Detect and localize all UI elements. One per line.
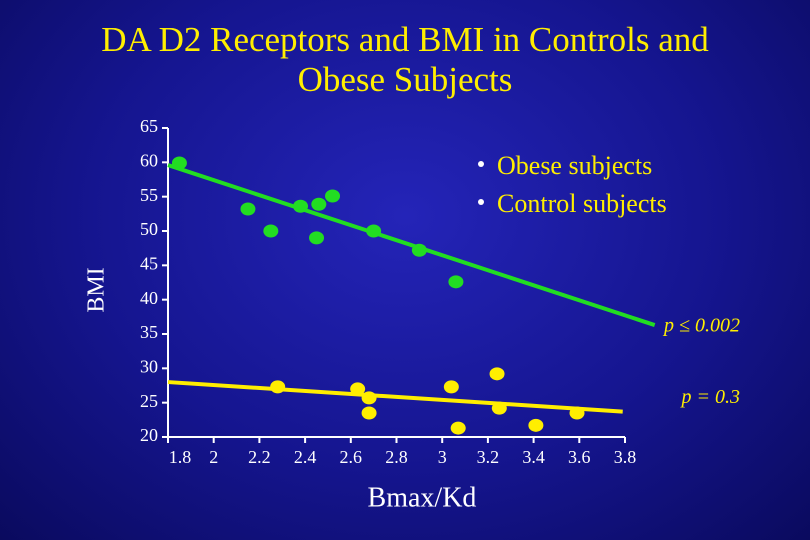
point [361,391,377,405]
point [528,418,544,432]
fit-annotation: p = 0.3 [680,386,741,408]
x-tick-label: 3.8 [614,447,637,467]
point [366,224,382,238]
point [325,189,341,203]
y-tick-label: 20 [140,425,158,445]
point [411,243,427,257]
x-tick-label: 1.8 [169,447,192,467]
x-tick-label: 3.4 [522,447,545,467]
legend-marker [478,199,484,205]
point [240,202,256,216]
x-tick-label: 2.2 [248,447,271,467]
fit-line [167,380,623,414]
y-tick-label: 50 [140,219,158,239]
point [361,406,377,420]
point [443,380,459,394]
point [350,382,366,396]
fit-line [167,163,656,327]
y-tick-label: 35 [140,322,158,342]
y-tick-label: 45 [140,253,158,273]
legend-label: Control subjects [497,189,667,218]
legend-label: Obese subjects [497,151,652,180]
y-tick-label: 65 [140,116,158,136]
chart-title: DA D2 Receptors and BMI in Controls and … [101,20,709,99]
point [491,401,507,415]
legend-marker [478,161,484,167]
x-axis-label: Bmax/Kd [368,482,477,513]
y-tick-label: 60 [140,150,158,170]
x-tick-label: 3.2 [477,447,500,467]
x-tick-label: 2.4 [294,447,317,467]
y-tick-label: 25 [140,391,158,411]
point [448,275,464,289]
y-tick-label: 40 [140,288,158,308]
y-tick-label: 30 [140,356,158,376]
point [311,197,327,211]
point [293,199,309,213]
point [263,224,279,238]
point [171,156,187,170]
point [270,380,286,394]
point [450,421,466,435]
x-tick-label: 2.8 [385,447,408,467]
x-tick-label: 3 [438,447,447,467]
fit-annotation: p ≤ 0.002 [662,315,740,337]
point [489,367,505,381]
point [309,231,325,245]
y-axis-label: BMI [84,267,110,312]
x-tick-label: 3.6 [568,447,591,467]
x-tick-label: 2.6 [340,447,363,467]
x-tick-label: 2 [209,447,218,467]
y-tick-label: 55 [140,185,158,205]
point [569,406,585,420]
